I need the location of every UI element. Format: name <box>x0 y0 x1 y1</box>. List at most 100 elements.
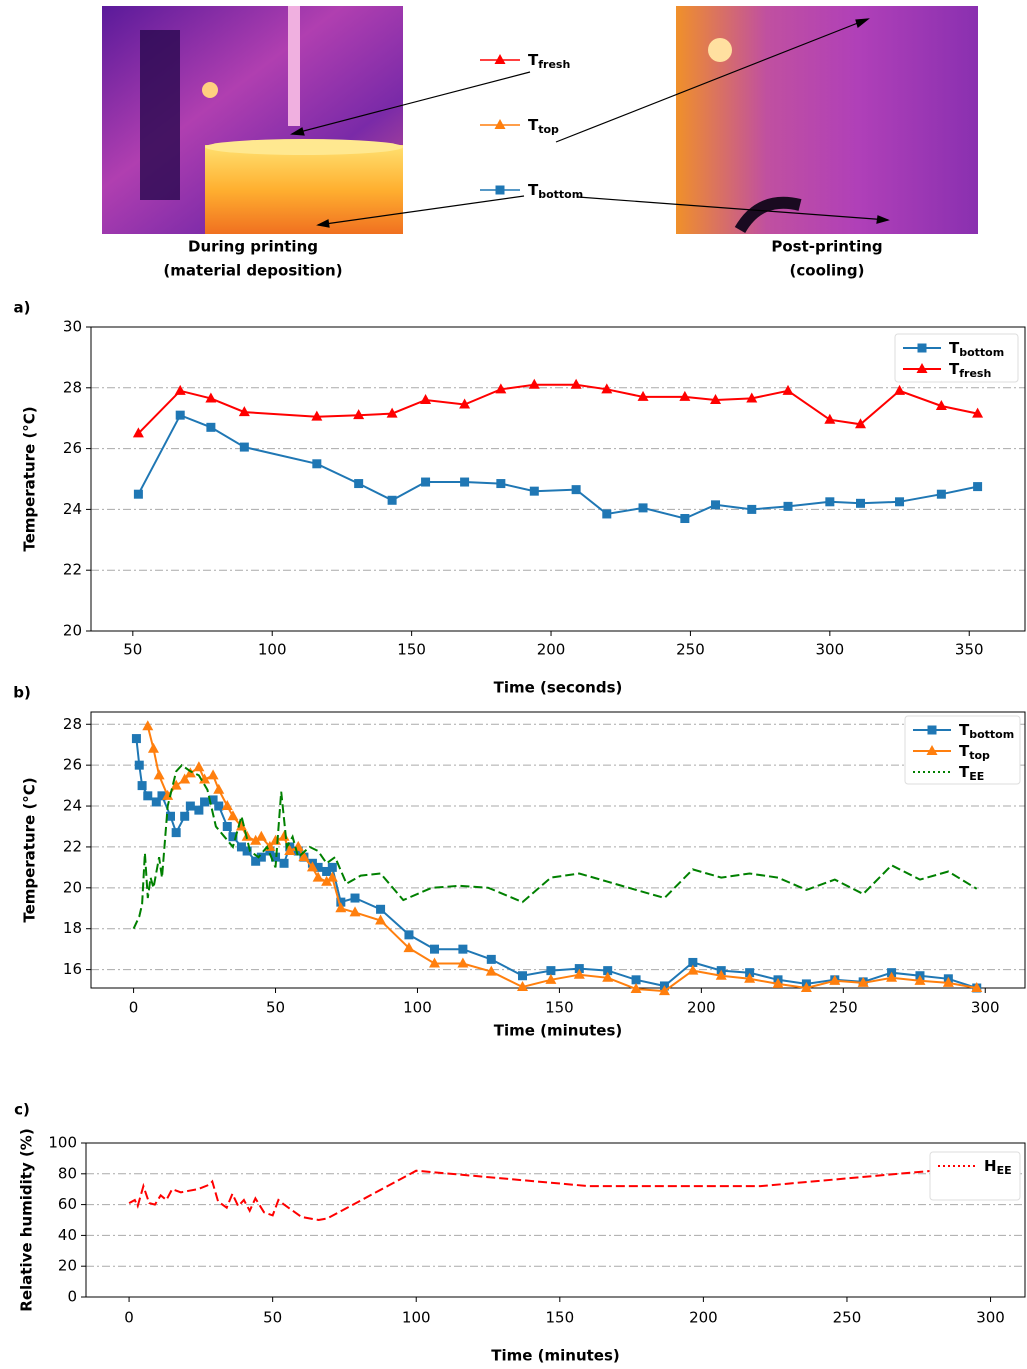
marker <box>430 944 440 954</box>
y-tick-label: 26 <box>63 756 82 774</box>
marker <box>208 795 218 805</box>
marker <box>971 982 983 992</box>
marker <box>255 830 267 841</box>
marker <box>221 800 233 811</box>
marker <box>354 479 364 489</box>
x-tick-label: 300 <box>976 1309 1005 1327</box>
marker <box>137 781 147 791</box>
marker <box>335 902 347 913</box>
marker <box>485 965 497 976</box>
marker <box>131 734 141 744</box>
marker <box>772 977 784 988</box>
marker <box>972 407 984 418</box>
legend-label-base: T <box>528 181 539 199</box>
marker <box>132 427 144 438</box>
legend-label-sub: bottom <box>538 188 583 201</box>
x-axis-title: Time (minutes) <box>494 1022 623 1040</box>
marker <box>174 384 186 395</box>
marker <box>747 504 757 514</box>
y-tick-label: 60 <box>58 1195 77 1213</box>
marker <box>517 980 529 991</box>
marker <box>133 489 143 499</box>
thermal-image-cooling <box>676 6 978 234</box>
x-tick-label: 100 <box>402 1309 431 1327</box>
marker <box>170 779 182 790</box>
legend-label: Tfresh <box>949 360 991 381</box>
caption: (cooling) <box>790 262 865 280</box>
x-tick-label: 250 <box>833 1309 862 1327</box>
marker <box>460 477 470 487</box>
marker <box>935 400 947 411</box>
x-tick-label: 200 <box>537 641 566 659</box>
caption: During printing <box>188 238 318 256</box>
marker <box>175 410 185 420</box>
marker <box>180 811 190 821</box>
marker <box>205 392 217 403</box>
marker <box>322 866 332 876</box>
marker <box>298 851 310 862</box>
marker <box>711 500 721 510</box>
marker <box>403 942 415 953</box>
marker <box>574 964 584 974</box>
legend-label-sub: top <box>969 749 990 762</box>
marker <box>746 392 758 403</box>
marker <box>926 745 938 755</box>
marker <box>206 422 216 432</box>
y-tick-label: 28 <box>63 715 82 733</box>
marker <box>421 477 431 487</box>
y-tick-label: 22 <box>63 837 82 855</box>
marker <box>602 971 614 982</box>
marker <box>825 497 835 507</box>
marker <box>238 406 250 417</box>
legend-label: Ttop <box>959 742 990 763</box>
marker <box>570 378 582 389</box>
marker <box>518 971 528 981</box>
x-tick-label: 250 <box>676 641 705 659</box>
marker <box>680 514 690 524</box>
marker <box>157 791 167 801</box>
marker <box>495 383 507 394</box>
marker <box>235 820 247 831</box>
marker <box>353 409 365 420</box>
y-tick-label: 18 <box>63 919 82 937</box>
marker <box>171 828 181 838</box>
y-tick-label: 26 <box>63 439 82 457</box>
marker <box>312 871 324 882</box>
marker <box>250 834 262 845</box>
marker <box>350 893 360 903</box>
marker <box>165 811 175 821</box>
marker <box>855 418 867 429</box>
marker <box>199 773 211 784</box>
legend-label-base: T <box>949 339 960 357</box>
marker <box>856 498 866 508</box>
y-tick-label: 22 <box>63 561 82 579</box>
marker <box>601 383 613 394</box>
y-tick-label: 20 <box>63 878 82 896</box>
marker <box>886 971 898 982</box>
marker <box>242 846 252 856</box>
y-axis-title: Temperature (°C) <box>21 406 39 551</box>
marker <box>293 846 303 856</box>
legend-label: TEE <box>959 763 984 784</box>
plot-frame <box>85 1142 1026 1298</box>
marker <box>185 801 195 811</box>
marker <box>603 966 613 976</box>
legend-label: HEE <box>984 1157 1012 1178</box>
caption: (material deposition) <box>163 262 342 280</box>
marker <box>602 509 612 519</box>
marker <box>271 852 281 862</box>
marker <box>265 846 275 856</box>
marker <box>638 503 648 513</box>
marker <box>457 957 469 968</box>
marker <box>631 975 641 985</box>
marker <box>151 797 161 807</box>
marker <box>528 378 540 389</box>
marker <box>744 972 756 983</box>
marker <box>783 501 793 511</box>
marker <box>688 957 698 967</box>
marker <box>143 791 153 801</box>
marker <box>429 957 441 968</box>
y-tick-label: 40 <box>58 1226 77 1244</box>
marker <box>715 969 727 980</box>
